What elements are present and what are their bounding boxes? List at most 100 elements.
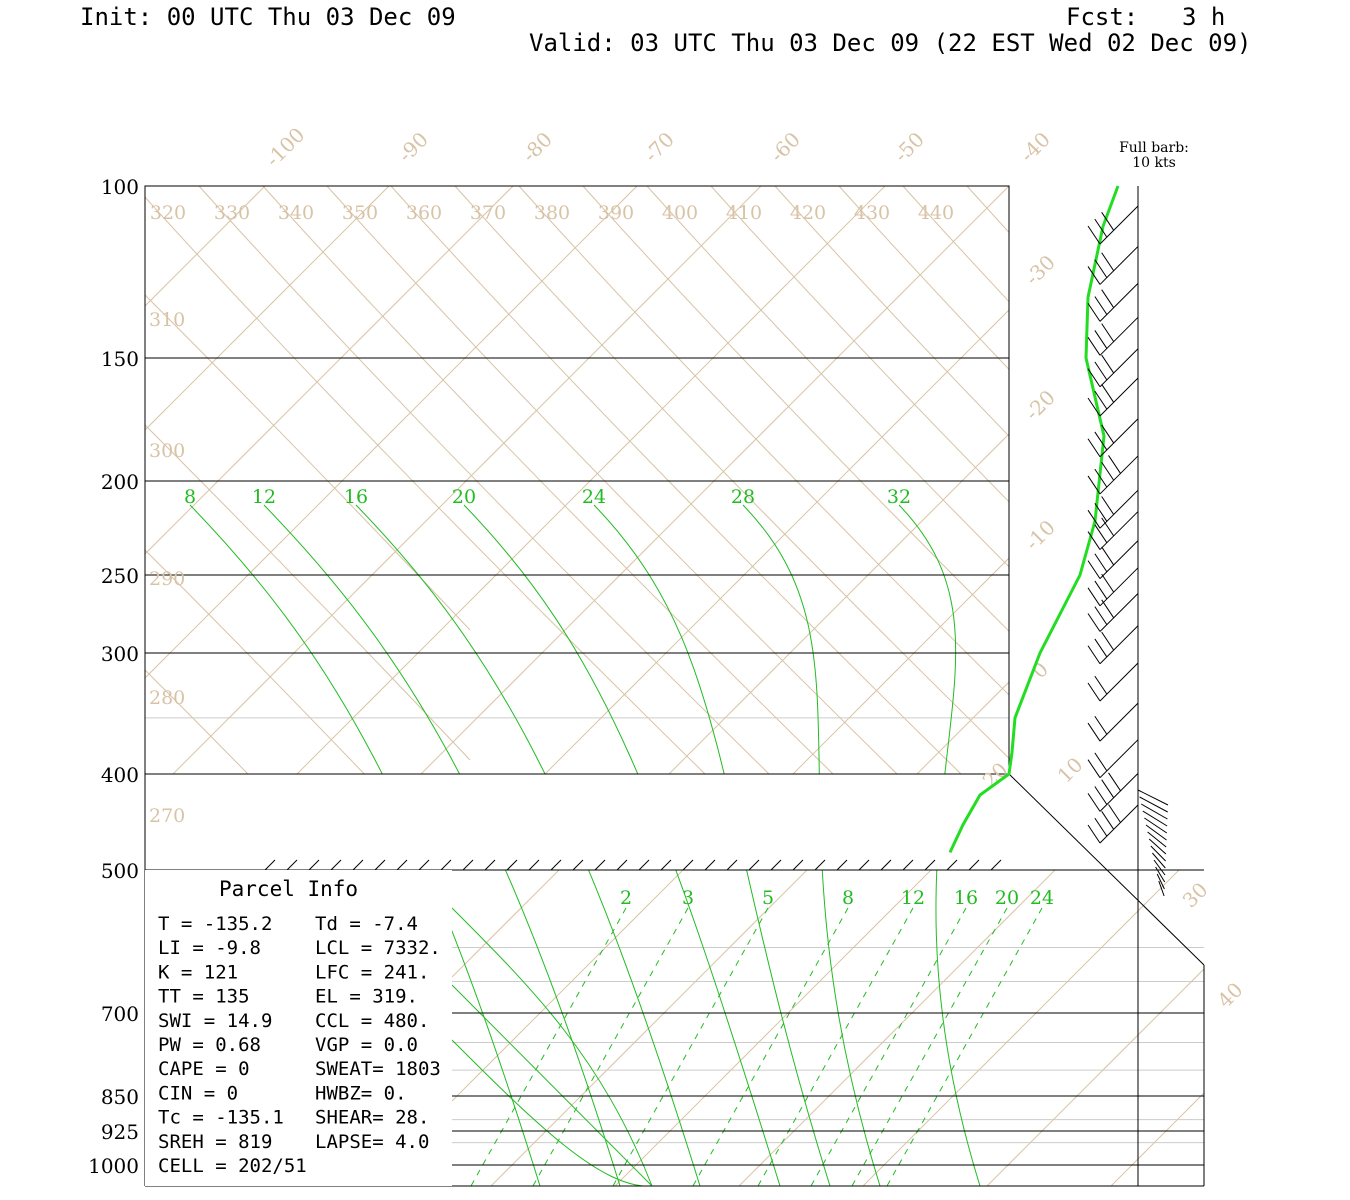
wind-barb-lower xyxy=(1152,852,1166,869)
wind-barb xyxy=(1087,511,1139,550)
dry-adiabat xyxy=(838,186,1009,371)
hatch-mark xyxy=(528,859,540,871)
isotherm-label--10: -10 xyxy=(1020,515,1060,555)
barb-flag xyxy=(1101,573,1115,593)
dry-adiabat xyxy=(145,424,471,761)
wind-barb xyxy=(1087,804,1139,844)
moist-label-32: 32 xyxy=(887,486,911,508)
hatch-mark xyxy=(924,859,936,871)
theta-label-390: 390 xyxy=(598,202,634,224)
pressure-label-100: 100 xyxy=(101,175,139,199)
isotherm-line xyxy=(145,186,390,431)
parcel-info-rows: T = -135.2 Td = -7.4 LI = -9.8 LCL = 7332. K… xyxy=(158,913,441,1177)
mixing-ratio-label-3: 3 xyxy=(682,887,694,909)
isotherm-line xyxy=(1177,186,1350,886)
barb-flag xyxy=(1087,587,1101,607)
hatch-mark xyxy=(374,859,386,871)
moist-adiabat xyxy=(189,504,383,774)
parcel-row-left: T = -135.2 xyxy=(158,913,272,935)
hatch-mark xyxy=(990,859,1002,871)
parcel-row-right: LAPSE= 4.0 xyxy=(315,1131,429,1153)
isotherm-line xyxy=(614,870,932,1186)
moist-adiabat xyxy=(463,504,639,774)
isotherm-line xyxy=(1110,1092,1204,1186)
barb-staff xyxy=(1099,246,1139,285)
parcel-row-left: LI = -9.8 xyxy=(158,937,261,959)
barb-flag xyxy=(1087,397,1101,417)
hatch-mark xyxy=(638,859,650,871)
parcel-info-title: Parcel Info xyxy=(219,877,358,901)
upper-frame xyxy=(144,185,1010,775)
barb-flag xyxy=(1094,524,1108,543)
mixing-ratio-line xyxy=(612,907,769,1186)
theta-label-440: 440 xyxy=(918,202,954,224)
wind-barbs-layer xyxy=(1087,205,1169,897)
barb-flag xyxy=(1094,296,1108,315)
theta-label-270: 270 xyxy=(149,805,185,827)
barb-flag xyxy=(1094,580,1108,600)
barb-flag xyxy=(1087,266,1101,285)
moist-adiabat xyxy=(821,870,881,1186)
wind-barb xyxy=(1087,489,1139,529)
theta-label-380: 380 xyxy=(534,202,570,224)
barb-flag xyxy=(1087,759,1101,778)
barb-flag xyxy=(1108,804,1121,823)
wind-barb-lower xyxy=(1148,838,1167,855)
barb-flag xyxy=(1101,631,1115,651)
upper-grid xyxy=(145,186,1350,886)
parcel-info-box xyxy=(145,870,452,1186)
isotherm-line xyxy=(738,870,1056,1186)
barb-flag xyxy=(1087,722,1101,742)
barb-flag xyxy=(1101,354,1115,374)
wind-barb-lower xyxy=(1158,880,1165,897)
barb-flag xyxy=(1094,468,1108,488)
hatch-mark xyxy=(770,859,782,871)
moist-adiabat xyxy=(504,870,621,1186)
chart-frame xyxy=(144,185,1205,1187)
dry-adiabat xyxy=(145,294,471,631)
dry-adiabat xyxy=(902,186,1009,303)
isotherm-line xyxy=(172,186,762,774)
mixing-ratio-line xyxy=(810,907,967,1186)
hatch-mark xyxy=(836,859,848,871)
barb-flag xyxy=(1108,455,1121,474)
barb-staff xyxy=(1099,540,1139,579)
wind-barb xyxy=(1087,739,1139,779)
parcel-row-right: CCL = 480. xyxy=(315,1010,429,1032)
mixing-ratio-line xyxy=(757,907,914,1186)
isotherm-label--70: -70 xyxy=(639,127,679,167)
theta-label-350: 350 xyxy=(342,202,378,224)
wind-barb-lower xyxy=(1145,824,1167,841)
moist-adiabat xyxy=(587,870,701,1186)
moist-adiabat xyxy=(451,1039,652,1186)
theta-label-420: 420 xyxy=(790,202,826,224)
barb-flag xyxy=(1094,638,1108,658)
barb-staff xyxy=(1099,418,1139,458)
forecast-label: Fcst: xyxy=(1066,3,1139,31)
wind-barb xyxy=(1087,316,1139,356)
pressure-label-150: 150 xyxy=(101,347,139,371)
isotherm-label-10: 10 xyxy=(1053,753,1088,788)
forecast-hours: 3 h xyxy=(1182,3,1226,31)
wind-barb-lower xyxy=(1156,873,1165,890)
barb-flag xyxy=(1087,303,1101,322)
dry-adiabat xyxy=(582,186,1009,632)
barb-flag xyxy=(1101,289,1115,308)
hatch-mark xyxy=(902,859,914,871)
dry-adiabat xyxy=(454,186,1009,759)
theta-label-280: 280 xyxy=(149,687,185,709)
pressure-label-1000: 1000 xyxy=(88,1154,139,1178)
barb-flag xyxy=(1094,675,1108,695)
isotherm-label-40: 40 xyxy=(1213,978,1248,1013)
parcel-row-right: SHEAR= 28. xyxy=(315,1107,429,1129)
barb-staff xyxy=(1099,625,1139,665)
wind-barb xyxy=(1087,282,1139,322)
pressure-label-400: 400 xyxy=(101,763,139,787)
barb-flag xyxy=(1087,475,1101,495)
hatch-mark xyxy=(682,859,694,871)
theta-label-410: 410 xyxy=(726,202,762,224)
dry-adiabat xyxy=(518,186,1009,696)
isotherm-line xyxy=(296,186,886,774)
hatch-mark xyxy=(264,859,276,871)
